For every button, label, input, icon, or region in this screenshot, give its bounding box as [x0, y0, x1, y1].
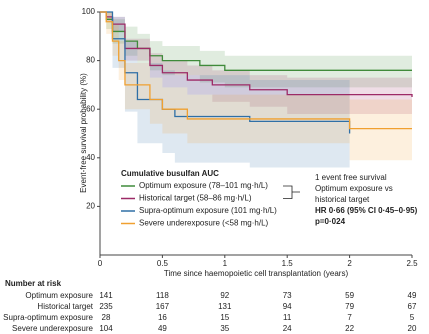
risk-value: 20 — [408, 324, 417, 333]
risk-value: 79 — [345, 302, 354, 311]
risk-value: 7 — [347, 313, 352, 322]
x-tick-label: 0.5 — [157, 259, 169, 268]
legend-label: Supra-optimum exposure (101 mg·h/L) — [139, 206, 277, 215]
risk-value: 131 — [218, 302, 232, 311]
x-tick-label: 0 — [98, 259, 103, 268]
annotation: historical target — [315, 195, 370, 204]
risk-title: Number at risk — [5, 279, 62, 288]
legend-label: Optimum exposure (78–101 mg·h/L) — [139, 181, 268, 190]
annotation: p=0·024 — [315, 217, 346, 226]
risk-value: 235 — [99, 302, 113, 311]
risk-value: 118 — [156, 291, 169, 300]
risk-row-label: Optimum exposure — [25, 291, 93, 300]
risk-value: 15 — [220, 313, 229, 322]
x-tick-label: 2 — [347, 259, 352, 268]
risk-value: 5 — [410, 313, 415, 322]
risk-value: 141 — [99, 291, 113, 300]
y-axis-label: Event-free survival probability (%) — [79, 73, 88, 193]
ci-band — [100, 12, 412, 119]
risk-value: 94 — [283, 302, 292, 311]
y-tick-label: 100 — [82, 7, 96, 16]
x-tick-label: 2.5 — [406, 259, 418, 268]
risk-value: 49 — [158, 324, 167, 333]
risk-value: 24 — [283, 324, 292, 333]
ci-band — [100, 12, 350, 183]
risk-row-label: Historical target — [37, 302, 93, 311]
ci-band — [100, 12, 412, 161]
risk-value: 49 — [408, 291, 417, 300]
survival-line — [100, 11, 412, 130]
risk-value: 73 — [283, 291, 292, 300]
y-tick-label: 40 — [86, 153, 95, 162]
risk-value: 167 — [156, 302, 170, 311]
risk-value: 92 — [220, 291, 229, 300]
risk-value: 11 — [283, 313, 292, 322]
risk-row-label: Severe underexposure — [12, 324, 93, 333]
legend-title: Cumulative busulfan AUC — [121, 169, 219, 178]
y-tick-label: 20 — [86, 202, 95, 211]
risk-value: 22 — [345, 324, 354, 333]
bracket — [283, 185, 300, 199]
risk-row-label: Supra-optimum exposure — [3, 313, 93, 322]
x-tick-label: 1 — [223, 259, 228, 268]
risk-value: 67 — [408, 302, 417, 311]
x-axis-label: Time since haemopoietic cell transplanta… — [164, 269, 349, 278]
ci-band — [100, 12, 412, 88]
risk-value: 59 — [345, 291, 354, 300]
risk-value: 35 — [220, 324, 229, 333]
x-tick-label: 1.5 — [282, 259, 294, 268]
risk-value: 104 — [99, 324, 113, 333]
legend-label: Historical target (58–86 mg·h/L) — [139, 194, 252, 203]
y-tick-label: 60 — [86, 104, 95, 113]
legend-label: Severe underexposure (<58 mg·h/L) — [139, 219, 269, 228]
annotation: HR 0·66 (95% CI 0·45–0·95) — [315, 206, 418, 215]
risk-value: 28 — [102, 313, 111, 322]
y-tick-label: 80 — [86, 56, 95, 65]
risk-value: 16 — [158, 313, 167, 322]
annotation: 1 event free survival — [315, 173, 387, 182]
annotation: Optimum exposure vs — [315, 184, 393, 193]
